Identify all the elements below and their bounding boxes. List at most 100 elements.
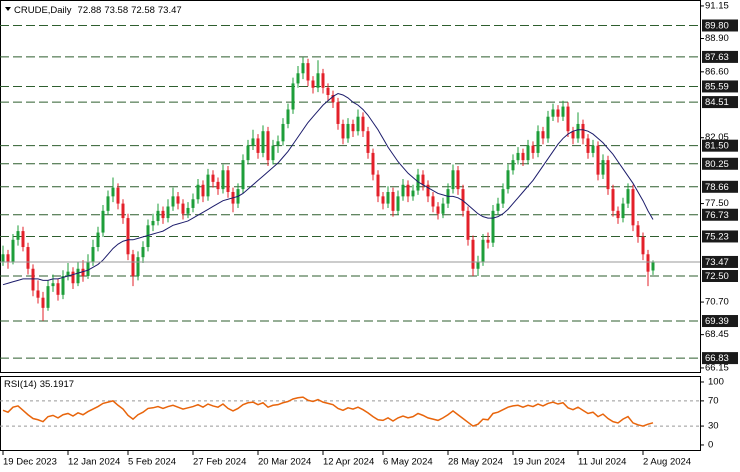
candle-body [481,239,485,262]
candle-body [501,189,505,204]
y-tick-label: 66.15 [705,362,729,373]
level-label-box [702,230,738,243]
candle-body [601,160,605,175]
y-tick-label: 68.45 [705,329,729,340]
candle-body [101,210,105,233]
candle-body [141,247,145,258]
candle-body [81,268,85,276]
candle-body [401,184,405,197]
menu-arrow[interactable] [5,7,11,11]
level-label: 89.80 [705,21,729,32]
level-label: 75.23 [705,231,729,242]
open-value: 72.88 [78,5,102,16]
x-tick-label: 12 Apr 2024 [323,457,374,468]
candle-body [191,199,195,208]
candle-body [146,225,150,248]
candle-body [156,210,160,221]
x-tick-label: 11 Jul 2024 [578,457,626,468]
candle-body [466,210,470,240]
candle-body [56,283,60,295]
x-tick-label: 19 Jun 2024 [513,457,565,468]
candle-body [331,94,335,103]
moving-average [2,93,654,286]
candle-body [51,283,55,287]
level-label: 84.51 [705,97,729,108]
candle-body [606,160,610,190]
level-label-box [702,139,738,152]
candle-body [521,152,525,161]
x-tick-label: 12 Jan 2024 [68,457,120,468]
candle-body [86,261,90,276]
candle-body [506,170,510,190]
level-label: 80.25 [705,159,729,170]
candle-body [206,174,210,197]
candle-body [526,145,530,161]
candle-body [221,170,225,190]
rsi-panel: 100 70 30 0 [0,376,724,450]
candle-body [591,145,595,153]
rsi-name: RSI(14) [4,379,37,390]
candle-body [561,106,565,117]
candle-body [71,271,75,284]
candle-body [121,203,125,219]
candle-body [476,261,480,269]
candle-body [356,116,360,132]
level-label: 85.59 [705,81,729,92]
level-label-box [702,19,738,32]
candle-body [161,210,165,219]
rsi-value: 35.1917 [40,379,74,390]
candle-body [11,239,15,262]
candle-body [631,189,635,226]
candle-body [176,196,180,204]
candle-body [426,184,430,197]
y-tick-label: 70.70 [705,297,729,308]
candle-body [411,190,415,197]
candle-body [106,196,110,211]
price-label-box [702,255,738,268]
candle-body [611,189,615,211]
candle-body [586,138,590,153]
level-label-box [702,352,738,365]
candle-body [571,131,575,139]
candle-body [6,254,10,262]
candle-body [271,145,275,161]
candle-body [381,196,385,204]
candle-body [36,290,40,298]
level-label: 87.63 [705,52,729,63]
candle-body [471,239,475,269]
candle-body [651,261,655,271]
level-label-box [702,180,738,193]
candle-body [196,184,200,200]
candle-body [276,141,280,146]
candle-body [341,123,345,139]
candle-body [531,145,535,153]
candle-body [556,109,560,117]
candle-body [211,174,215,182]
candle-body [366,131,370,153]
candle-body [511,160,515,171]
candle-body [486,239,490,243]
candle-body [641,236,645,255]
level-label-box [702,157,738,170]
rsi-y-tick-label: 100 [708,376,724,387]
y-tick-label: 82.05 [705,132,729,143]
y-tick-label: 86.60 [705,66,729,77]
candle-body [151,220,155,226]
candle-body [111,187,115,197]
candle-body [26,247,30,269]
candle-body [496,203,500,211]
candle-body [311,80,315,88]
level-label-box [702,50,738,63]
price-label: 73.47 [705,257,729,268]
rsi-line [2,396,654,427]
candle-body [491,210,495,243]
high-value: 73.58 [104,5,128,16]
candle-body [186,207,190,214]
candle-body [626,189,630,204]
candle-body [431,196,435,207]
y-tick-label: 91.15 [705,0,729,11]
candle-body [421,174,425,185]
candle-body [306,63,310,81]
